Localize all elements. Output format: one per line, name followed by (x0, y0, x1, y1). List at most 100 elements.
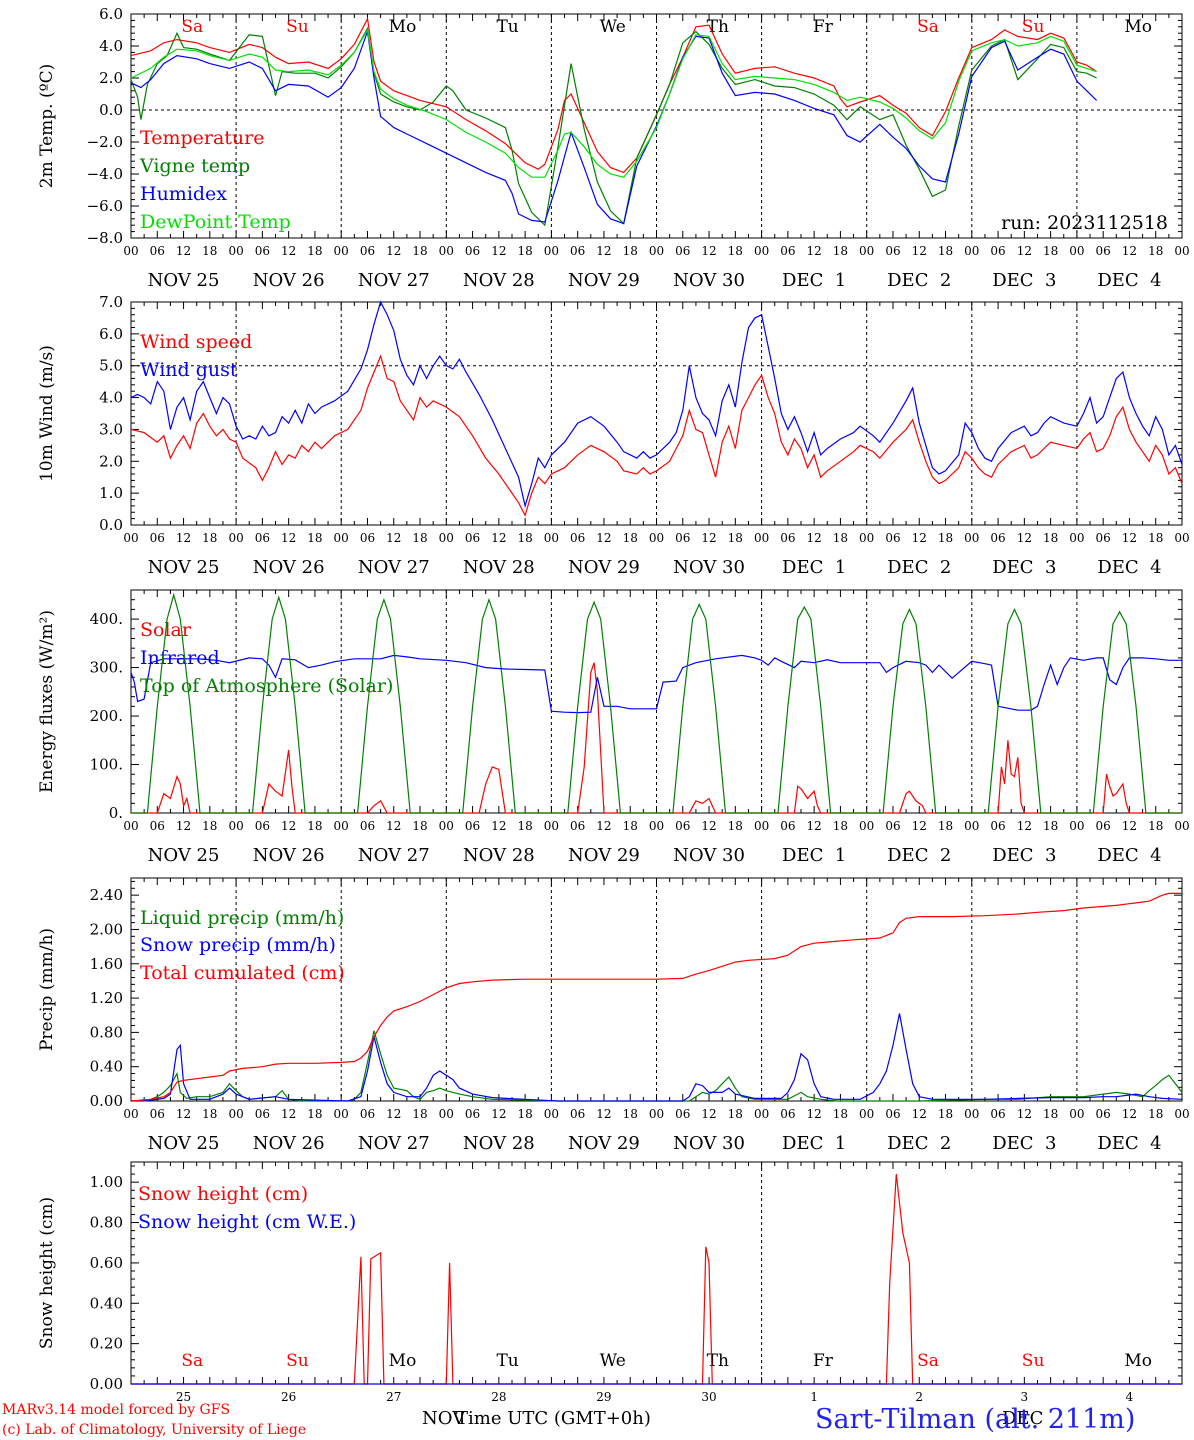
hour-label: 12 (491, 244, 506, 258)
hour-label: 18 (412, 1107, 427, 1121)
hour-label: 18 (307, 1107, 322, 1121)
series-line-3 (130, 892, 1182, 1102)
series-line-3 (130, 31, 1098, 225)
hour-label: 00 (228, 244, 243, 258)
weekday-label: Tu (496, 17, 518, 37)
hour-label: 00 (964, 244, 979, 258)
hour-label: 12 (807, 1107, 822, 1121)
hour-label: 06 (675, 531, 690, 545)
date-label: NOV 29 (568, 845, 640, 866)
date-label: DEC 2 (887, 1133, 951, 1154)
run-label: run: 2023112518 (1001, 212, 1168, 234)
hour-label: 18 (517, 531, 532, 545)
date-label: NOV 28 (463, 1133, 535, 1154)
hour-label: 12 (386, 531, 401, 545)
footer-lab-line: (c) Lab. of Climatology, University of L… (2, 1422, 306, 1438)
panel-4: 0.00 0.40 0.80 1.20 1.60 2.00 2.40 Precip (mm/h… (37, 877, 1190, 1154)
hour-label: 06 (1096, 531, 1111, 545)
hour-label: 06 (255, 244, 270, 258)
hour-label: 12 (912, 1107, 927, 1121)
hour-label: 12 (386, 1107, 401, 1121)
date-label: NOV 26 (253, 270, 325, 291)
hour-label: 18 (1148, 531, 1163, 545)
series-line-2 (130, 1013, 1183, 1102)
hour-label: 00 (439, 244, 454, 258)
date-label: DEC 1 (782, 557, 846, 578)
hour-label: 00 (1069, 819, 1084, 833)
hour-label: 18 (1043, 531, 1058, 545)
hour-label: 12 (281, 244, 296, 258)
hour-label: 06 (885, 531, 900, 545)
y-tick-label: 200. (90, 707, 123, 725)
date-label: NOV 30 (673, 270, 745, 291)
hour-label: 06 (465, 531, 480, 545)
hour-label: 06 (990, 244, 1005, 258)
series-line-1 (131, 662, 1182, 814)
legend-entry: Wind speed (140, 331, 252, 353)
legend-entry: Top of Atmosphere (Solar) (140, 675, 393, 697)
hour-label: 06 (360, 531, 375, 545)
hour-label: 06 (780, 244, 795, 258)
y-axis-label: 10m Wind (m/s) (37, 345, 57, 482)
y-axis-label: Precip (mm/h) (37, 928, 57, 1051)
date-label: NOV 25 (148, 557, 220, 578)
series-line-3 (131, 592, 1182, 814)
hour-label: 00 (123, 531, 138, 545)
series-line-2 (130, 654, 1182, 714)
y-tick-label: −8.0 (87, 229, 123, 247)
legend-entry: Temperature (140, 127, 264, 149)
hour-label: 12 (701, 244, 716, 258)
date-label: DEC 2 (887, 270, 951, 291)
day-number-label: 29 (596, 1390, 611, 1404)
hour-label: 00 (1174, 531, 1189, 545)
date-label: DEC 1 (782, 270, 846, 291)
hour-label: 00 (439, 1107, 454, 1121)
weekday-label: Sa (917, 1351, 939, 1371)
hour-label: 12 (176, 531, 191, 545)
y-tick-label: 1.0 (99, 484, 123, 502)
hour-label: 18 (938, 244, 953, 258)
hour-label: 00 (334, 819, 349, 833)
panel-2: 0.0 1.0 2.0 3.0 4.0 5.0 6.0 7.0 10m Wind (m/s) 00… (37, 293, 1190, 578)
hour-label: 00 (1174, 819, 1189, 833)
hour-label: 12 (701, 531, 716, 545)
hour-label: 12 (281, 819, 296, 833)
plot-frame (130, 589, 1183, 814)
weekday-label: Mo (1124, 1351, 1152, 1371)
legend-entry: Infrared (140, 647, 220, 669)
hour-label: 00 (964, 531, 979, 545)
day-number-label: 2 (915, 1390, 923, 1404)
day-number-label: 26 (281, 1390, 296, 1404)
hour-label: 00 (334, 244, 349, 258)
hour-label: 18 (1043, 819, 1058, 833)
date-label: DEC 3 (992, 270, 1056, 291)
date-label: DEC 4 (1097, 845, 1161, 866)
hour-label: 12 (596, 1107, 611, 1121)
hour-label: 18 (938, 531, 953, 545)
hour-label: 00 (1174, 1107, 1189, 1121)
weekday-label: We (600, 17, 626, 37)
hour-label: 12 (807, 819, 822, 833)
weekday-label: Tu (496, 1351, 518, 1371)
hour-label: 12 (596, 531, 611, 545)
panel-5: 0.00 0.20 0.40 0.60 0.80 1.00 Snow height (cm)… (37, 1161, 1183, 1404)
y-tick-label: 6.0 (99, 5, 123, 23)
hour-label: 12 (176, 244, 191, 258)
series-line-2 (130, 300, 1183, 509)
hour-label: 12 (701, 819, 716, 833)
hour-label: 18 (623, 1107, 638, 1121)
day-number-label: 4 (1126, 1390, 1134, 1404)
month-left-label: NOV (422, 1408, 466, 1429)
hour-label: 06 (570, 531, 585, 545)
date-label: NOV 26 (253, 557, 325, 578)
hour-label: 00 (544, 531, 559, 545)
hour-label: 00 (754, 1107, 769, 1121)
date-label: DEC 3 (992, 557, 1056, 578)
date-label: DEC 2 (887, 557, 951, 578)
hour-label: 12 (386, 244, 401, 258)
legend-entry: Vigne temp (139, 155, 250, 177)
hour-label: 18 (202, 531, 217, 545)
weekday-label: Sa (181, 1351, 203, 1371)
hour-label: 12 (1017, 819, 1032, 833)
hour-label: 06 (990, 819, 1005, 833)
